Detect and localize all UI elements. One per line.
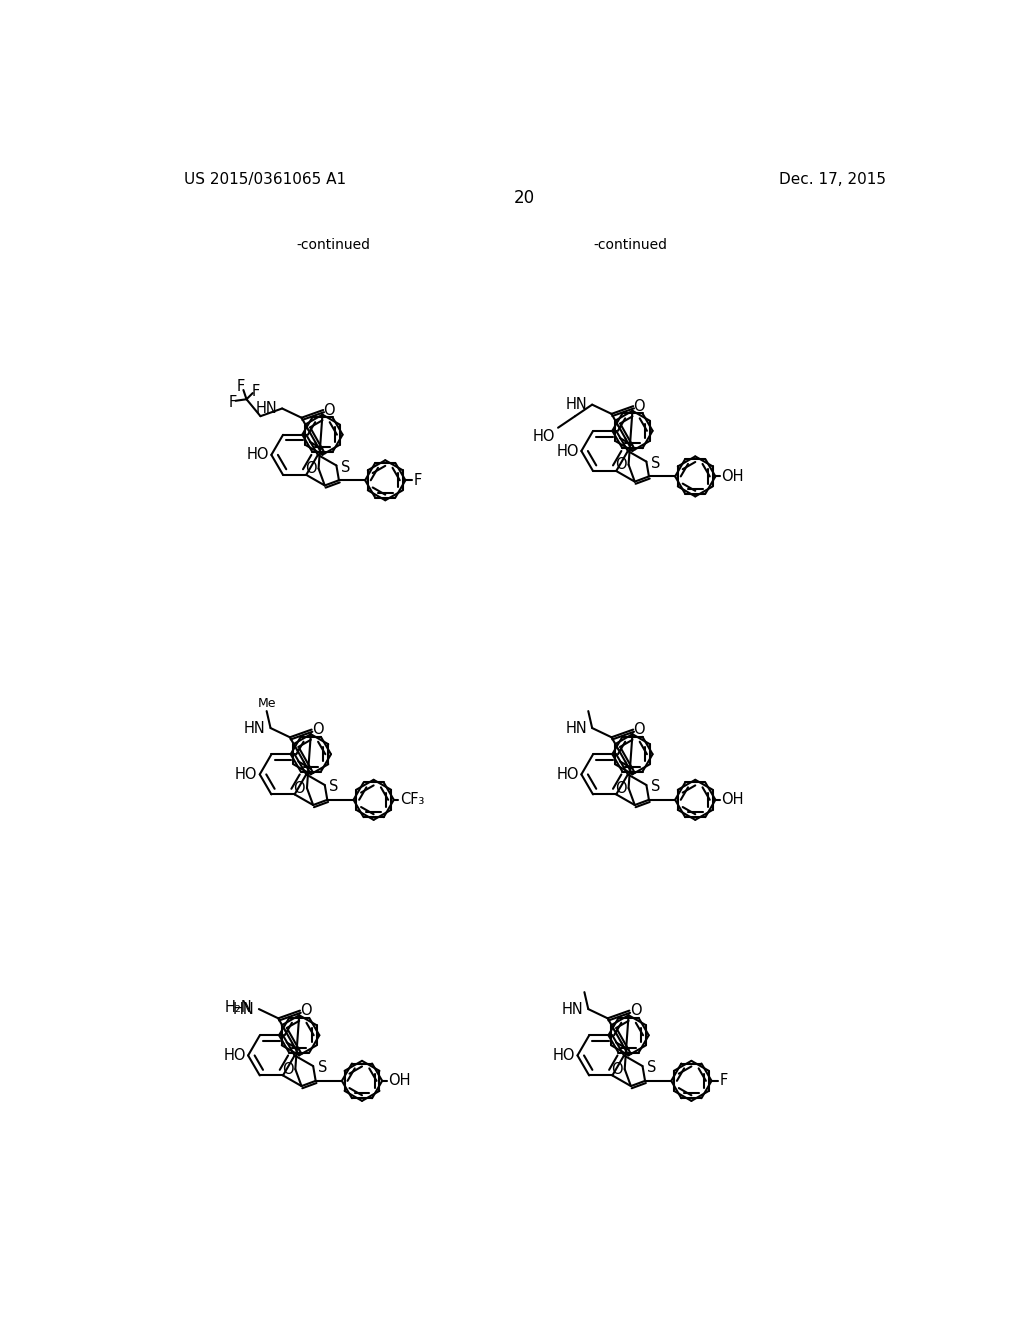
Text: S: S	[651, 779, 660, 795]
Text: HO: HO	[557, 767, 579, 781]
Text: HN: HN	[565, 397, 588, 412]
Text: -continued: -continued	[296, 239, 371, 252]
Text: S: S	[341, 459, 350, 474]
Text: F: F	[719, 1073, 727, 1089]
Text: F: F	[413, 473, 422, 488]
Text: H₂N: H₂N	[225, 1001, 253, 1015]
Text: HN: HN	[562, 1002, 584, 1016]
Text: HO: HO	[553, 1048, 575, 1063]
Text: HO: HO	[223, 1048, 246, 1063]
Text: HN: HN	[244, 721, 266, 735]
Text: S: S	[651, 455, 660, 471]
Text: CF₃: CF₃	[400, 792, 424, 808]
Text: O: O	[615, 780, 627, 796]
Text: O: O	[615, 457, 627, 473]
Text: HO: HO	[234, 767, 257, 781]
Text: HO: HO	[247, 447, 269, 462]
Text: OH: OH	[388, 1073, 411, 1089]
Text: S: S	[330, 779, 339, 795]
Text: -continued: -continued	[593, 239, 668, 252]
Text: HO: HO	[532, 429, 555, 445]
Text: F: F	[228, 395, 237, 409]
Text: Dec. 17, 2015: Dec. 17, 2015	[779, 173, 886, 187]
Text: O: O	[312, 722, 324, 737]
Text: S: S	[647, 1060, 656, 1074]
Text: O: O	[634, 399, 645, 413]
Text: HO: HO	[557, 444, 579, 458]
Text: HN: HN	[565, 721, 588, 735]
Text: US 2015/0361065 A1: US 2015/0361065 A1	[183, 173, 346, 187]
Text: O: O	[300, 1003, 312, 1018]
Text: O: O	[634, 722, 645, 737]
Text: F: F	[237, 379, 245, 395]
Text: F: F	[252, 384, 260, 399]
Text: O: O	[294, 780, 305, 796]
Text: O: O	[282, 1061, 294, 1077]
Text: 20: 20	[514, 190, 536, 207]
Text: HN: HN	[232, 1002, 254, 1016]
Text: OH: OH	[722, 469, 744, 484]
Text: S: S	[317, 1060, 328, 1074]
Text: Me: Me	[257, 697, 275, 710]
Text: HN: HN	[256, 401, 278, 416]
Text: OH: OH	[722, 792, 744, 808]
Text: O: O	[305, 461, 316, 477]
Text: O: O	[324, 403, 335, 417]
Text: O: O	[630, 1003, 641, 1018]
Text: O: O	[611, 1061, 623, 1077]
